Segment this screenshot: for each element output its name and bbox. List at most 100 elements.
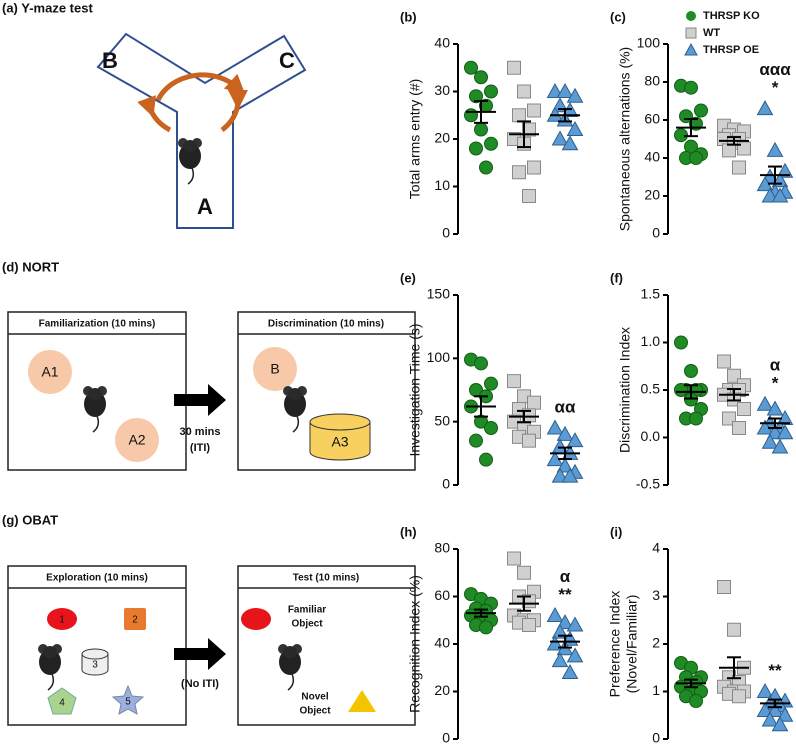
point	[689, 411, 703, 426]
point	[546, 606, 564, 622]
y-tick-label: 20	[644, 187, 660, 203]
y-tick-label: 50	[434, 412, 450, 428]
y-tick-label: 40	[434, 35, 450, 51]
object-label: A2	[128, 432, 145, 448]
legend-marker	[684, 42, 698, 56]
point	[517, 84, 531, 99]
y-tick-label: 0	[442, 730, 450, 744]
y-tick-label: 100	[427, 349, 451, 365]
point	[727, 622, 741, 637]
point	[674, 383, 688, 397]
y-axis-title: Discrimination Index	[617, 327, 633, 453]
point	[527, 395, 541, 410]
y-tick-label: 0	[652, 730, 660, 744]
y-axis-title: Investigation Time (s)	[407, 323, 423, 456]
point	[684, 80, 698, 95]
point	[722, 143, 736, 158]
point	[756, 682, 774, 698]
y-tick-label: 30	[434, 82, 450, 98]
object-label: Object	[299, 706, 331, 717]
point	[732, 421, 746, 435]
y-tick-label: 1.5	[641, 286, 661, 302]
object	[47, 687, 77, 715]
arrow-label: (No ITI)	[181, 678, 219, 690]
point	[507, 60, 521, 75]
arrow-label: 30 mins	[180, 426, 221, 438]
point	[732, 689, 746, 704]
point	[479, 452, 493, 467]
point	[566, 120, 584, 136]
y-tick-label: -0.5	[636, 476, 660, 492]
maze	[96, 32, 307, 229]
point	[474, 70, 488, 85]
panel-title: (g) OBAT	[2, 512, 58, 527]
annotation: ααα	[759, 60, 791, 79]
object	[348, 690, 376, 712]
point	[737, 402, 751, 416]
object	[115, 418, 159, 462]
y-tick-label: 0.0	[641, 428, 661, 444]
y-tick-label: 20	[434, 130, 450, 146]
point	[561, 467, 579, 483]
object	[309, 421, 371, 461]
annotation: αα	[555, 397, 576, 416]
point	[766, 400, 784, 416]
arrow	[174, 384, 226, 416]
arrow	[174, 638, 226, 670]
object	[47, 608, 77, 630]
point	[566, 87, 584, 103]
point	[512, 165, 526, 180]
panel-label: (b)	[400, 9, 417, 24]
annotation: **	[768, 661, 782, 680]
y-tick-label: 100	[637, 35, 661, 51]
legend-marker	[685, 27, 697, 39]
object-label: 3	[92, 660, 98, 671]
point	[474, 122, 488, 137]
panel-label: (h)	[400, 524, 417, 539]
arm-label: C	[279, 48, 295, 73]
object-label: 4	[59, 698, 65, 709]
annotation: *	[772, 78, 779, 97]
y-tick-label: 1	[652, 682, 660, 698]
y-axis-title: Preference Index	[607, 591, 623, 698]
y-tick-label: 60	[644, 111, 660, 127]
point	[694, 103, 708, 118]
point	[766, 424, 784, 440]
y-tick-label: 3	[652, 587, 660, 603]
object	[81, 653, 109, 676]
point	[776, 424, 794, 440]
annotation: **	[558, 585, 572, 604]
point	[771, 187, 789, 203]
point	[512, 108, 526, 123]
box	[237, 565, 416, 726]
object-label: B	[270, 361, 279, 377]
panel-label: (i)	[610, 524, 622, 539]
point	[479, 160, 493, 175]
nort-panel: (d) NORT Familiarization (10 mins) A1 A2…	[2, 259, 416, 471]
point	[546, 419, 564, 435]
point	[484, 136, 498, 151]
y-tick-label: 20	[434, 682, 450, 698]
y-tick-label: 40	[644, 149, 660, 165]
arrow	[220, 89, 248, 133]
legend-marker	[686, 11, 696, 21]
panel-label: (e)	[400, 270, 416, 285]
y-maze-panel: (a) Y-maze test B C A	[2, 0, 307, 229]
object-label: Object	[291, 619, 323, 630]
y-tick-label: 40	[434, 635, 450, 651]
y-axis-title: Total arms entry (#)	[407, 79, 423, 200]
point	[522, 189, 536, 203]
point	[469, 433, 483, 448]
point	[551, 130, 569, 146]
point	[776, 162, 794, 178]
point	[766, 141, 784, 157]
point	[756, 100, 774, 116]
panel-label: (c)	[610, 9, 626, 24]
y-tick-label: 0	[442, 225, 450, 241]
legend-label: WT	[703, 27, 720, 39]
arrow-label: (ITI)	[190, 442, 210, 454]
point	[522, 618, 536, 632]
object-label: A3	[331, 434, 348, 450]
point	[684, 139, 698, 154]
